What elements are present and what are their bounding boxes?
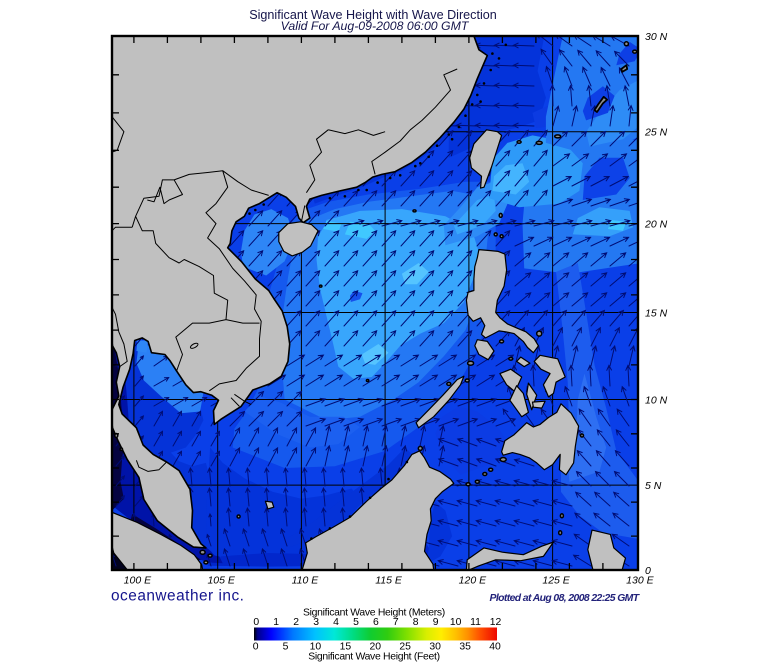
- svg-text:0: 0: [645, 565, 651, 577]
- svg-text:105 E: 105 E: [207, 575, 235, 587]
- svg-text:20: 20: [370, 642, 382, 653]
- svg-text:6: 6: [373, 617, 379, 628]
- svg-text:115 E: 115 E: [375, 575, 403, 587]
- svg-text:4: 4: [333, 617, 339, 628]
- svg-text:30 N: 30 N: [645, 31, 668, 43]
- svg-text:10: 10: [310, 642, 322, 653]
- svg-text:15 N: 15 N: [645, 308, 668, 320]
- svg-text:3: 3: [313, 617, 319, 628]
- svg-text:20 N: 20 N: [644, 219, 668, 231]
- svg-text:120 E: 120 E: [459, 575, 487, 587]
- svg-text:oceanweather inc.: oceanweather inc.: [111, 588, 244, 605]
- svg-text:10: 10: [450, 617, 462, 628]
- svg-text:0: 0: [253, 617, 259, 628]
- svg-text:25: 25: [399, 642, 411, 653]
- svg-text:5: 5: [353, 617, 359, 628]
- svg-text:130 E: 130 E: [626, 575, 654, 587]
- svg-text:9: 9: [433, 617, 439, 628]
- svg-text:30: 30: [429, 642, 441, 653]
- svg-text:15: 15: [340, 642, 352, 653]
- svg-text:Plotted at Aug 08, 2008 22:25: Plotted at Aug 08, 2008 22:25 GMT: [489, 593, 640, 604]
- svg-text:5: 5: [283, 642, 289, 653]
- svg-text:110 E: 110 E: [292, 575, 320, 587]
- svg-text:5 N: 5 N: [645, 480, 662, 492]
- svg-text:Valid For Aug-09-2008 06:00 GM: Valid For Aug-09-2008 06:00 GMT: [281, 19, 470, 33]
- svg-text:100 E: 100 E: [124, 575, 152, 587]
- svg-text:11: 11: [470, 617, 481, 628]
- svg-text:Significant Wave Height with W: Significant Wave Height with Wave Direct…: [249, 8, 497, 22]
- svg-text:10 N: 10 N: [645, 395, 668, 407]
- svg-text:0: 0: [253, 642, 259, 653]
- svg-text:Significant Wave Height (Feet): Significant Wave Height (Feet): [308, 652, 440, 663]
- svg-text:12: 12: [490, 617, 502, 628]
- svg-text:40: 40: [489, 642, 501, 653]
- svg-text:8: 8: [413, 617, 419, 628]
- svg-text:1: 1: [273, 617, 279, 628]
- svg-text:35: 35: [459, 642, 471, 653]
- svg-text:2: 2: [293, 617, 299, 628]
- svg-text:7: 7: [393, 617, 399, 628]
- svg-text:25 N: 25 N: [644, 127, 668, 139]
- svg-text:125 E: 125 E: [542, 575, 570, 587]
- svg-text:Significant Wave Height (Meter: Significant Wave Height (Meters): [303, 608, 445, 619]
